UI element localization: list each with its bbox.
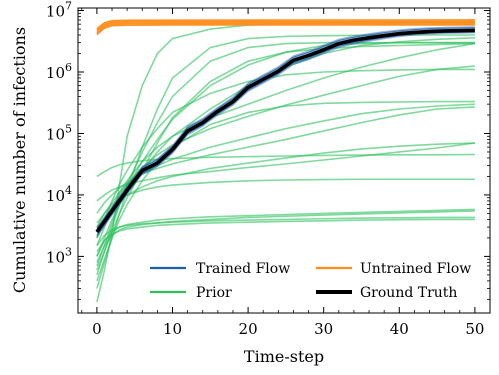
x-tick-label: 10 xyxy=(163,320,182,338)
prior-line-18 xyxy=(96,42,475,271)
x-axis-label: Time-step xyxy=(244,347,324,366)
y-tick-base: 10 xyxy=(46,248,65,266)
prior-line-19 xyxy=(96,68,475,239)
prior-line-12 xyxy=(96,153,475,178)
legend-label-prior: Prior xyxy=(196,285,232,301)
prior-line-11 xyxy=(96,142,475,202)
untrained-flow-line-3 xyxy=(96,20,475,32)
y-tick-base: 10 xyxy=(46,125,65,143)
untrained-flow-group xyxy=(96,19,475,36)
legend: Trained Flow Untrained Flow Prior Ground… xyxy=(150,261,471,301)
y-tick-label: 105 xyxy=(46,122,72,143)
plot-frame xyxy=(77,7,491,314)
x-tick-label: 30 xyxy=(314,320,333,338)
y-tick-base: 10 xyxy=(46,187,65,205)
x-tick-label: 0 xyxy=(92,320,102,338)
y-tick-exponent: 5 xyxy=(65,122,72,135)
y-tick-label: 106 xyxy=(46,61,72,82)
y-tick-exponent: 7 xyxy=(65,0,72,13)
legend-label-ground-truth: Ground Truth xyxy=(360,285,457,301)
prior-line-5 xyxy=(96,37,475,257)
y-tick-exponent: 4 xyxy=(65,184,72,197)
prior-line-16 xyxy=(96,210,475,263)
legend-label-trained-flow: Trained Flow xyxy=(196,261,290,277)
y-tick-base: 10 xyxy=(46,3,65,21)
x-tick-label: 40 xyxy=(390,320,409,338)
untrained-flow-line-4 xyxy=(96,19,475,30)
x-tick-label: 20 xyxy=(239,320,258,338)
y-tick-base: 10 xyxy=(46,64,65,82)
ground-truth-line xyxy=(95,28,475,233)
legend-label-untrained-flow: Untrained Flow xyxy=(360,261,471,277)
prior-line-20 xyxy=(96,100,475,282)
prior-line-8 xyxy=(96,103,475,228)
y-tick-exponent: 6 xyxy=(65,61,72,74)
trained-flow-line-3 xyxy=(96,27,475,229)
ground-truth-group xyxy=(95,28,475,233)
y-tick-label: 103 xyxy=(46,245,72,266)
y-tick-exponent: 3 xyxy=(65,245,72,258)
y-axis-label: Cumulative number of infections xyxy=(10,27,29,293)
y-tick-label: 107 xyxy=(46,0,72,21)
y-tick-label: 104 xyxy=(46,184,72,205)
untrained-flow-line-2 xyxy=(96,22,475,34)
x-tick-labels: 0 10 20 30 40 50 xyxy=(92,320,484,338)
prior-line-15 xyxy=(96,218,475,252)
x-tick-label: 50 xyxy=(465,320,484,338)
untrained-flow-line-1 xyxy=(96,24,475,36)
axis-ticks xyxy=(78,8,491,313)
